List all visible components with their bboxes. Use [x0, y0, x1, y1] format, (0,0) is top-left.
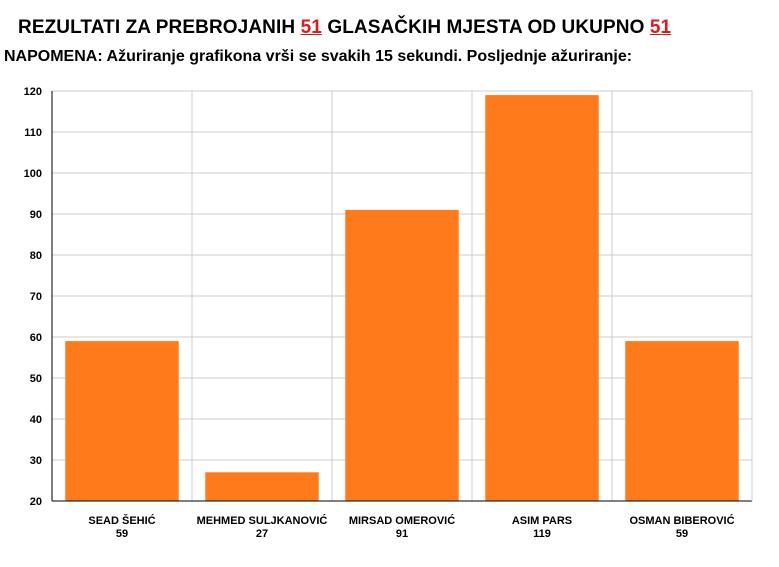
- y-axis-ticks: 20 30 40 50 60 70 80 90 100 110 120: [24, 86, 42, 508]
- y-tick-label: 70: [30, 291, 42, 303]
- bar: [205, 472, 319, 501]
- chart-title: REZULTATI ZA PREBROJANIH 51 GLASAČKIH MJ…: [18, 17, 671, 39]
- x-value-label: 59: [676, 528, 688, 540]
- y-tick-label: 110: [24, 127, 42, 139]
- y-tick-label: 80: [30, 250, 42, 262]
- bars: [65, 95, 739, 501]
- update-note: NAPOMENA: Ažuriranje grafikona vrši se s…: [4, 48, 633, 65]
- bar: [345, 209, 459, 501]
- y-tick-label: 40: [30, 414, 42, 426]
- y-tick-label: 120: [24, 86, 42, 98]
- counted-stations-count: 51: [300, 17, 322, 38]
- y-tick-label: 20: [30, 496, 42, 508]
- axes: [51, 91, 753, 502]
- y-tick-label: 30: [30, 455, 42, 467]
- y-tick-label: 90: [30, 209, 42, 221]
- bar: [625, 341, 739, 501]
- x-value-label: 59: [116, 528, 128, 540]
- x-value-label: 27: [256, 528, 268, 540]
- x-category-label: MEHMED SULJKANOVIĆ: [197, 514, 328, 527]
- title-middle: GLASAČKIH MJESTA OD UKUPNO: [327, 17, 645, 38]
- y-tick-label: 100: [24, 168, 42, 180]
- y-tick-label: 50: [30, 373, 42, 385]
- x-category-label: ASIM PARS: [512, 515, 572, 527]
- x-value-label: 91: [396, 528, 408, 540]
- x-category-label: SEAD ŠEHIĆ: [88, 514, 155, 527]
- x-value-label: 119: [533, 528, 551, 540]
- total-stations-count: 51: [649, 17, 672, 38]
- bar: [485, 95, 599, 501]
- bar: [65, 341, 179, 501]
- x-category-label: OSMAN BIBEROVIĆ: [629, 514, 734, 527]
- y-tick-label: 60: [30, 332, 42, 344]
- x-category-label: MIRSAD OMEROVIĆ: [349, 514, 455, 527]
- title-prefix: REZULTATI ZA PREBROJANIH: [18, 17, 296, 38]
